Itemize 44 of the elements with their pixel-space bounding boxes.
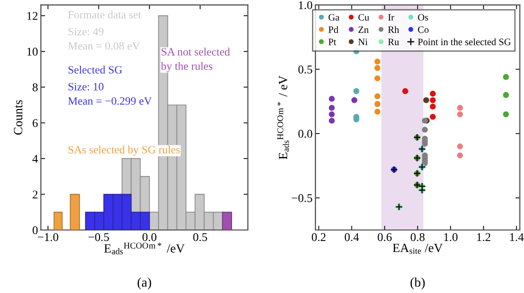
legend-label: Cu — [358, 14, 370, 21]
x-tick-label: −1.0 — [38, 233, 58, 242]
x-tick-label: 0.8 — [410, 233, 425, 242]
y-tick-label: 0 — [32, 226, 38, 234]
y-tick-label: 2 — [32, 190, 38, 198]
x-tick-label: −0.5 — [88, 233, 109, 242]
legend-label: Point in the selected SG — [418, 38, 511, 46]
y-tick-label: 10 — [27, 48, 38, 56]
legend-label: Os — [418, 14, 428, 21]
y-tick-label: −0.5 — [292, 194, 312, 202]
legend-label: Ir — [388, 14, 394, 21]
y-tick-label: 6 — [32, 119, 38, 128]
legend-label: Pt — [328, 38, 336, 46]
legend-label: Ru — [388, 38, 399, 46]
y-tick-label: 12 — [27, 12, 38, 20]
legend-label: Pd — [328, 26, 338, 33]
y-axis-title: E$_{ads}$$^{HCOOm*}$ / eV — [277, 76, 289, 160]
text: Selected SG — [68, 66, 122, 74]
x-tick-label: 1.2 — [477, 233, 490, 242]
x-tick-label: 0.4 — [344, 233, 359, 242]
y-tick-label: 4 — [32, 154, 38, 163]
legend-label: Zn — [358, 26, 369, 33]
x-tick-label: 0.6 — [378, 233, 392, 242]
x-tick-label: 0.2 — [312, 233, 326, 242]
legend-label: Ni — [358, 38, 368, 46]
x-axis-title: EA$_{site}$ /eV — [392, 244, 443, 254]
y-axis-title: Counts — [14, 100, 22, 135]
x-axis-title: E$_{ads}$$^{HCOOm*}$ /eV — [104, 242, 185, 254]
y-tick-label: 0.5 — [298, 66, 312, 74]
y-tick-label: 0.0 — [298, 130, 312, 138]
text: SAs selected by SG rules — [68, 146, 180, 156]
annotation: Size: 10 Mean = −0.299 eV — [68, 82, 152, 105]
text: SA not selected by the rules — [160, 48, 230, 72]
legend-label: Co — [418, 26, 429, 33]
x-tick-label: 1.4 — [510, 233, 524, 242]
legend-label: Ga — [328, 14, 340, 21]
text: (a) — [138, 278, 152, 290]
x-tick-label: 0.5 — [193, 233, 208, 242]
y-tick-label: 8 — [32, 83, 38, 92]
y-tick-label: 1.0 — [298, 1, 312, 10]
text: (b) — [410, 278, 425, 290]
legend-label: Rh — [388, 26, 400, 33]
x-tick-label: 1.0 — [444, 233, 458, 242]
x-tick-label: 0.0 — [142, 233, 156, 242]
